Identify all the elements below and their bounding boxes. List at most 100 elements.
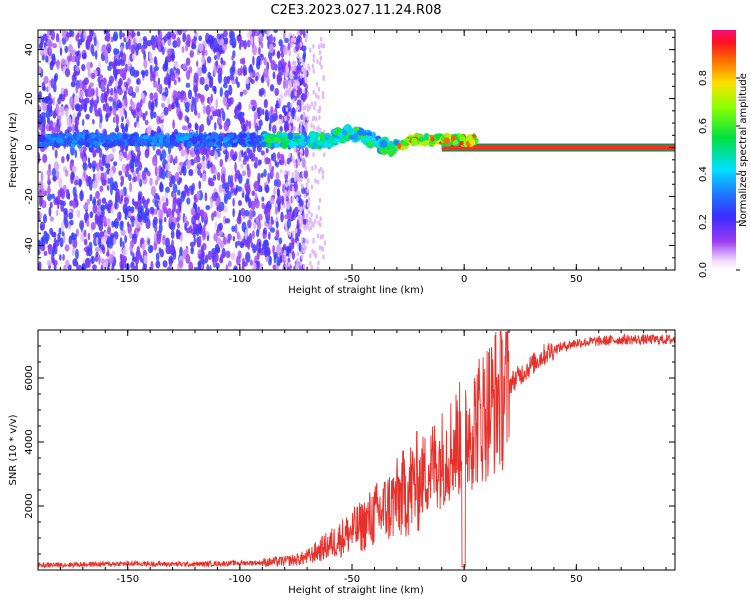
heatmap-cell [188, 261, 194, 270]
heatmap-cell [181, 125, 188, 131]
heatmap-cell [332, 131, 340, 136]
heatmap-cell [132, 201, 139, 207]
heatmap-cell [202, 224, 206, 234]
heatmap-cell [284, 121, 289, 131]
heatmap-cell [261, 202, 265, 210]
heatmap-cell [39, 221, 46, 231]
heatmap-cell [38, 261, 42, 270]
heatmap-cell [298, 190, 301, 196]
heatmap-cell [290, 37, 294, 43]
heatmap-cell [192, 231, 196, 239]
heatmap-cell [249, 132, 256, 139]
heatmap-cell [231, 55, 234, 61]
heatmap-cell [149, 177, 153, 187]
heatmap-cell [266, 207, 271, 219]
heatmap-cell [123, 134, 129, 139]
heatmap-cell [317, 205, 321, 211]
heatmap-cell [306, 115, 309, 121]
heatmap-cell [297, 205, 301, 211]
heatmap-cell [100, 244, 105, 251]
heatmap-cell [155, 142, 160, 147]
heatmap-cell [142, 211, 147, 219]
heatmap-cell [149, 92, 154, 101]
heatmap-cell [105, 134, 110, 141]
heatmap-cell [264, 109, 269, 118]
heatmap-cell [314, 92, 318, 98]
heatmap-cell [107, 265, 110, 270]
heatmap-cell [99, 113, 103, 124]
heatmap-cell [201, 172, 207, 182]
heatmap-cell [402, 141, 408, 147]
heatmap-cell [268, 122, 272, 132]
heatmap-cell [250, 78, 255, 85]
heatmap-cell [273, 143, 281, 148]
heatmap-cell [115, 188, 121, 199]
heatmap-cell [232, 235, 236, 242]
heatmap-cell [172, 158, 176, 166]
heatmap-cell [452, 139, 459, 145]
heatmap-cell [191, 42, 195, 49]
snr-line [38, 331, 675, 569]
heatmap-cell [158, 247, 162, 255]
heatmap-cell [310, 264, 314, 270]
heatmap-cell [59, 237, 64, 248]
heatmap-cell [430, 137, 435, 142]
heatmap-cell [236, 240, 242, 246]
heatmap-cell [55, 195, 61, 205]
heatmap-cell [72, 131, 78, 140]
heatmap-cell [123, 37, 127, 43]
heatmap-cell [191, 96, 195, 106]
heatmap-cell [311, 63, 315, 69]
heatmap-cell [292, 97, 295, 103]
heatmap-cell [293, 74, 299, 80]
heatmap-cell [170, 70, 176, 82]
heatmap-cell [70, 176, 74, 184]
heatmap-cell [95, 251, 99, 258]
heatmap-cell [196, 190, 201, 200]
heatmap-cell [299, 41, 302, 47]
heatmap-cell [295, 231, 299, 241]
heatmap-cell [72, 238, 78, 249]
heatmap-cell [272, 71, 276, 80]
heatmap-cell [38, 65, 42, 75]
heatmap-cell [276, 256, 280, 266]
heatmap-cell [59, 106, 65, 117]
heatmap-cell [68, 212, 74, 220]
heatmap-cell [176, 189, 181, 196]
heatmap-cell [71, 233, 78, 241]
heatmap-cell [119, 30, 123, 40]
heatmap-cell [143, 254, 148, 265]
heatmap-cell [227, 98, 232, 107]
heatmap-cell [160, 153, 163, 162]
heatmap-cell [318, 60, 322, 66]
heatmap-cell [418, 136, 424, 143]
heatmap-cell [280, 211, 284, 223]
y-tick-label: 4000 [24, 429, 35, 454]
heatmap-cell [234, 172, 237, 183]
heatmap-cell [303, 169, 309, 179]
heatmap-cell [130, 98, 133, 106]
snr-y-label: SNR (10 * v/v) [8, 414, 19, 485]
heatmap-cell [310, 101, 314, 107]
heatmap-cell [299, 223, 302, 229]
heatmap-cell [90, 97, 94, 109]
heatmap-cell [294, 115, 297, 121]
heatmap-cell [307, 220, 311, 226]
heatmap-cell [38, 249, 41, 256]
heatmap-cell [467, 135, 473, 141]
heatmap-cell [102, 103, 106, 112]
heatmap-cell [185, 82, 191, 88]
heatmap-cell [285, 106, 288, 112]
heatmap-cell [101, 236, 107, 245]
heatmap-cell [136, 121, 140, 129]
heatmap-cell [293, 181, 298, 192]
heatmap-cell [226, 238, 231, 244]
heatmap-cell [312, 125, 316, 131]
heatmap-cell [274, 159, 278, 167]
heatmap-cell [92, 264, 97, 270]
heatmap-cell [397, 142, 402, 150]
heatmap-cell [291, 196, 294, 202]
heatmap-cell [196, 60, 199, 67]
heatmap-cell [136, 102, 142, 112]
heatmap-cell [218, 124, 223, 130]
